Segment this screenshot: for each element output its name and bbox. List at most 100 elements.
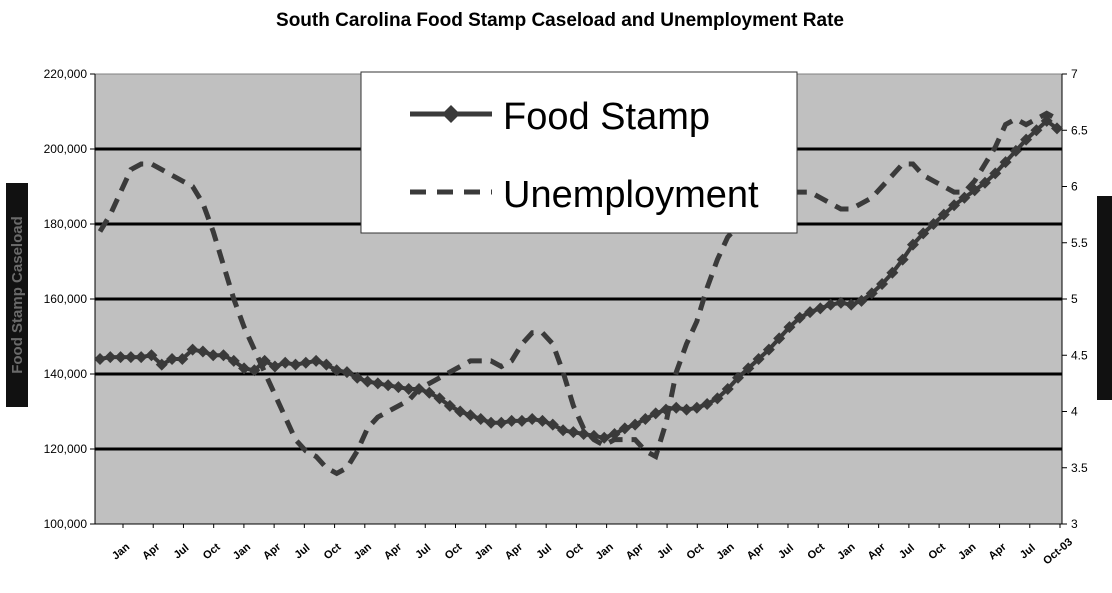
food-stamp-marker [207,349,220,362]
food-stamp-marker [413,383,425,395]
x-tick-label: Oct-03 [1041,536,1075,567]
food-stamp-marker [773,332,786,345]
food-stamp-marker [567,426,580,439]
x-tick-label: Oct [322,541,344,562]
chart-title: South Carolina Food Stamp Caseload and U… [276,10,844,31]
food-stamp-marker [258,354,271,367]
food-stamp-marker [145,349,158,362]
food-stamp-marker [598,431,611,444]
food-stamp-marker [876,278,889,290]
food-stamp-marker [752,353,765,365]
food-stamp-marker [690,401,703,414]
food-stamp-marker [485,416,498,429]
food-stamp-marker [104,351,117,364]
food-stamp-marker [443,399,456,412]
food-stamp-marker [495,416,508,429]
y2-tick-label: 7 [1071,67,1078,81]
food-stamp-marker [1051,122,1063,135]
food-stamp-marker [834,296,847,309]
food-stamp-marker [659,403,672,416]
y-tick-label: 180,000 [44,217,88,231]
x-tick-label: Oct [443,541,465,562]
x-tick-label: Jul [413,542,433,561]
food-stamp-marker [608,428,621,440]
food-stamp-marker [268,360,281,373]
x-tick-label: Jan [956,541,978,563]
y2-tick-label: 3.5 [1071,461,1088,475]
food-stamp-marker [454,405,467,418]
food-stamp-marker [1020,133,1033,146]
x-tick-label: Oct [684,541,706,562]
food-stamp-marker [742,362,755,375]
food-stamp-marker [587,429,600,442]
x-tick-label: Oct [926,541,948,562]
y2-tick-label: 4.5 [1071,348,1088,362]
food-stamp-marker [649,407,662,420]
food-stamp-marker [155,358,168,371]
food-stamp-marker [978,176,991,189]
food-stamp-marker [114,351,127,364]
food-stamp-marker [639,413,652,425]
x-tick-label: Jan [594,541,616,563]
legend: Food Stamp Unemployment [360,71,798,234]
food-stamp-marker [937,208,950,221]
food-stamp-marker [855,294,868,307]
food-stamp-marker [886,266,899,279]
food-stamp-marker [1040,114,1053,127]
x-tick-label: Oct [805,541,827,562]
food-stamp-marker [557,424,570,437]
x-tick-label: Apr [503,541,526,563]
food-stamp-marker [824,298,837,311]
food-stamp-marker [917,227,930,240]
food-stamp-marker [433,392,446,405]
y2-axis-title-box [1097,196,1112,400]
food-stamp-marker [701,398,714,410]
food-stamp-marker [320,358,333,371]
y2-axis-title-group [1097,196,1112,400]
food-stamp-marker [927,218,940,230]
x-tick-label: Oct [564,541,586,562]
food-stamp-marker [464,409,477,422]
food-stamp-marker [999,156,1012,169]
food-stamp-marker [361,375,374,388]
y-axis-title-group: Food Stamp Caseload [6,183,28,407]
food-stamp-marker [958,191,971,204]
food-stamp-marker [94,353,106,365]
y2-tick-label: 5.5 [1071,236,1088,250]
food-stamp-marker [670,401,683,414]
x-tick-label: Apr [624,541,647,563]
x-tick-label: Oct [201,541,223,562]
food-stamp-marker [515,414,528,427]
x-tick-label: Jan [352,541,374,563]
y-tick-label: 120,000 [44,442,88,456]
food-stamp-marker [392,381,405,394]
x-tick-label: Apr [987,541,1010,563]
legend-label-food-stamp: Food Stamp [503,96,710,138]
series-layer [94,110,1063,477]
food-stamp-marker [906,238,919,251]
food-stamp-marker [845,298,858,311]
y-tick-label: 140,000 [44,367,88,381]
food-stamp-marker [505,414,518,427]
food-stamp-marker [865,287,878,300]
food-stamp-marker [186,343,199,356]
x-tick-label: Apr [382,541,405,563]
x-tick-label: Jan [835,541,857,563]
food-stamp-marker [330,364,343,377]
food-stamp-marker [732,371,744,384]
food-stamp-marker [289,358,302,371]
x-tick-label: Jul [292,542,312,561]
food-stamp-marker [238,362,251,375]
food-stamp-marker [536,414,549,427]
food-stamp-marker [124,351,137,364]
legend-box [360,71,798,234]
x-tick-label: Jul [655,542,675,561]
food-stamp-marker [474,413,487,425]
food-stamp-marker [382,379,395,392]
food-stamp-marker [340,366,353,379]
food-stamp-marker [402,383,415,395]
food-stamp-marker [176,353,189,365]
food-stamp-marker [989,167,1002,180]
food-stamp-marker [423,386,436,399]
food-stamp-marker [299,356,312,369]
